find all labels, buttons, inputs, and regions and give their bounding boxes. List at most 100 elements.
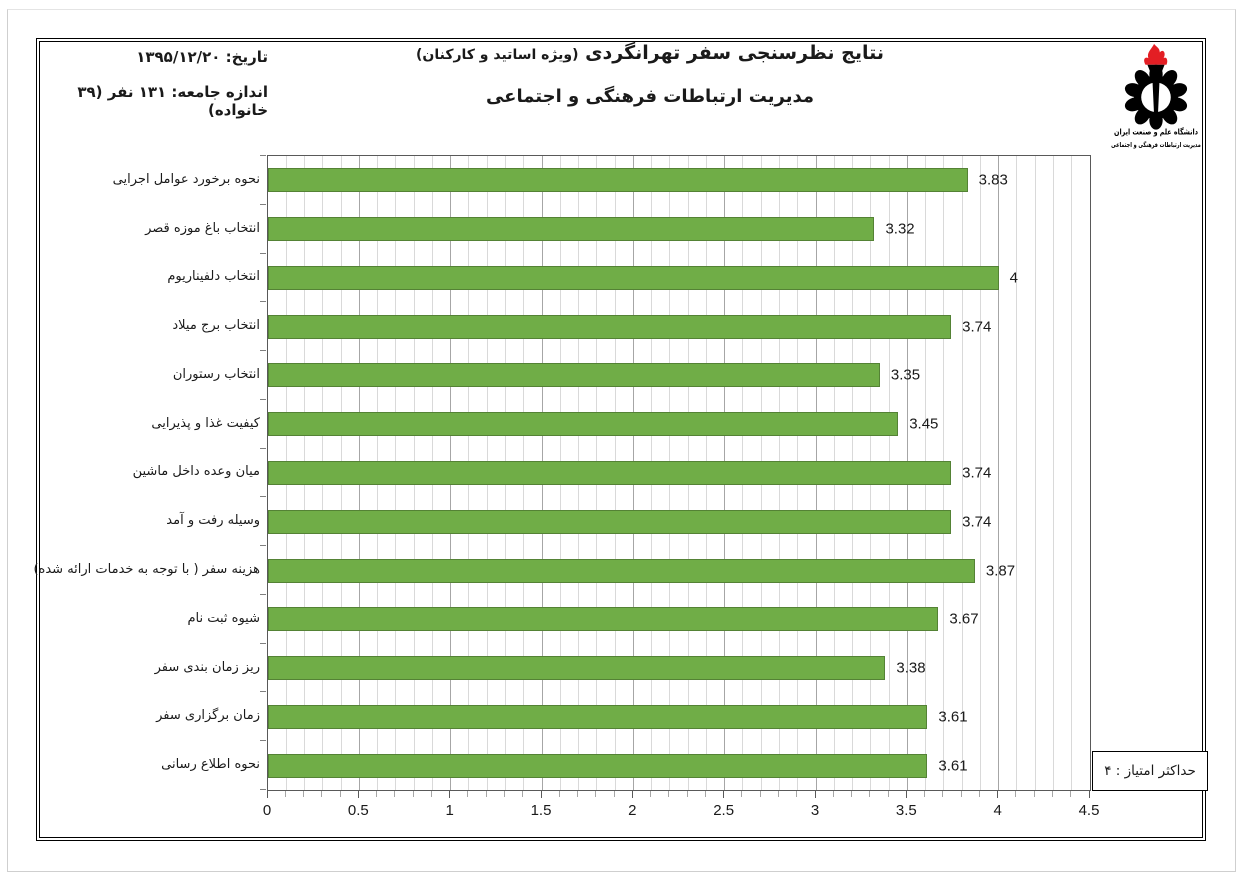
bar-value-label: 3.87 (985, 562, 1016, 580)
value-axis-tick (595, 791, 597, 797)
bar-5 (268, 412, 899, 437)
bar-value-label: 3.74 (962, 318, 992, 336)
minor-gridline (979, 156, 981, 790)
bar-value-label: 3.45 (909, 415, 939, 433)
value-axis-tick (412, 791, 414, 797)
minor-gridline (1052, 156, 1054, 790)
value-axis-tick (924, 791, 926, 797)
bar-value-label: 3.74 (962, 464, 992, 482)
value-axis-label: 1.5 (530, 802, 552, 819)
category-tick (260, 448, 266, 449)
value-axis-tick (1033, 791, 1035, 797)
value-axis-tick (978, 791, 980, 797)
value-axis-label: 4.5 (1078, 802, 1100, 819)
value-axis-tick (796, 791, 798, 797)
value-axis-tick (832, 791, 834, 797)
max-score-text: حداکثر امتیاز : ۴ (1104, 763, 1196, 779)
bar-value-label: 3.32 (885, 220, 915, 238)
category-label: نحوه اطلاع رسانی (161, 757, 260, 773)
category-label: ریز زمان بندی سفر (154, 659, 260, 675)
value-axis-tick (613, 791, 615, 797)
bar-value-label: 3.74 (962, 513, 992, 531)
torch-icon (1144, 43, 1168, 116)
bar-6 (268, 461, 952, 485)
value-axis-tick (997, 791, 999, 798)
logo-caption-university: دانشگاه علم و صنعت ایران (1114, 126, 1198, 136)
category-label: کیفیت غذا و پذیرایی (151, 415, 260, 431)
category-label: انتخاب باغ موزه قصر (145, 220, 260, 236)
category-label: زمان برگزاری سفر (156, 708, 260, 724)
value-axis-tick (759, 791, 761, 797)
value-axis-tick (266, 791, 268, 798)
report-frame-inner (39, 41, 1203, 838)
value-axis-label: 1 (445, 802, 454, 819)
category-label: شیوه ثبت نام (187, 610, 260, 626)
value-axis-tick (686, 791, 688, 797)
value-axis-tick (577, 791, 579, 797)
value-axis-label: 0.5 (347, 802, 369, 819)
category-tick (260, 545, 266, 546)
category-tick (260, 399, 266, 400)
report-title-main: نتایج نظرسنجی سفر تهرانگردی (585, 42, 884, 64)
value-axis-tick (814, 791, 816, 798)
value-axis-tick (503, 791, 505, 797)
bar-10 (268, 656, 886, 681)
category-tick (260, 496, 266, 497)
value-axis-label: 4 (993, 802, 1002, 819)
category-label: نحوه برخورد عوامل اجرایی (112, 171, 260, 187)
value-axis-tick (540, 791, 542, 798)
value-axis-tick (321, 791, 323, 797)
category-tick (260, 740, 266, 741)
bar-value-label: 3.61 (938, 757, 968, 775)
value-axis-tick (339, 791, 341, 797)
category-label: میان وعده داخل ماشین (132, 464, 260, 480)
minor-gridline (961, 156, 963, 790)
minor-gridline (1071, 156, 1073, 790)
category-label: انتخاب دلفیناریوم (167, 269, 260, 285)
category-tick (260, 155, 266, 156)
value-axis-tick (357, 791, 359, 798)
value-axis-tick (777, 791, 779, 797)
value-axis-tick (1051, 791, 1053, 797)
value-axis-tick (650, 791, 652, 797)
value-axis-tick (851, 791, 853, 797)
value-axis-tick (704, 791, 706, 797)
report-title: نتایج نظرسنجی سفر تهرانگردی (ویژه اساتید… (310, 42, 990, 64)
value-axis-tick (485, 791, 487, 797)
category-tick (260, 789, 266, 790)
category-tick (260, 253, 266, 254)
bar-2 (268, 265, 999, 290)
value-axis-tick (284, 791, 286, 797)
value-axis-tick (723, 791, 725, 798)
category-tick (260, 204, 266, 205)
minor-gridline (1034, 156, 1036, 790)
value-axis-tick (668, 791, 670, 797)
university-logo: دانشگاه علم و صنعت ایران مدیریت ارتباطات… (1111, 43, 1201, 149)
value-axis-label: 2 (628, 802, 637, 819)
bar-7 (268, 509, 952, 534)
value-axis-tick (449, 791, 451, 798)
value-axis-label: 0 (262, 802, 272, 819)
bar-11 (268, 704, 928, 729)
report-frame (36, 38, 1206, 841)
major-gridline (998, 156, 1000, 790)
bar-8 (268, 558, 975, 583)
bar-12 (268, 753, 928, 778)
value-axis-tick (631, 791, 633, 798)
bar-value-label: 3.38 (896, 659, 926, 677)
category-tick (260, 643, 266, 644)
value-axis-tick (467, 791, 469, 797)
report-department: مدیریت ارتباطات فرهنگی و اجتماعی (485, 86, 815, 107)
bar-0 (268, 168, 968, 193)
value-axis-tick (376, 791, 378, 797)
value-axis-tick (1088, 791, 1090, 798)
category-label: انتخاب رستوران (172, 366, 260, 382)
bar-value-label: 3.35 (890, 366, 921, 384)
report-title-subtitle: (ویژه اساتید و کارکنان) (416, 47, 579, 63)
report-date: تاریخ: ۱۳۹۵/۱۲/۲۰ (136, 48, 268, 66)
value-axis-tick (303, 791, 305, 797)
value-axis-tick (905, 791, 907, 798)
population-size: اندازه جامعه: ۱۳۱ نفر (۳۹ خانواده) (77, 83, 268, 119)
bar-value-label: 3.61 (938, 708, 968, 726)
